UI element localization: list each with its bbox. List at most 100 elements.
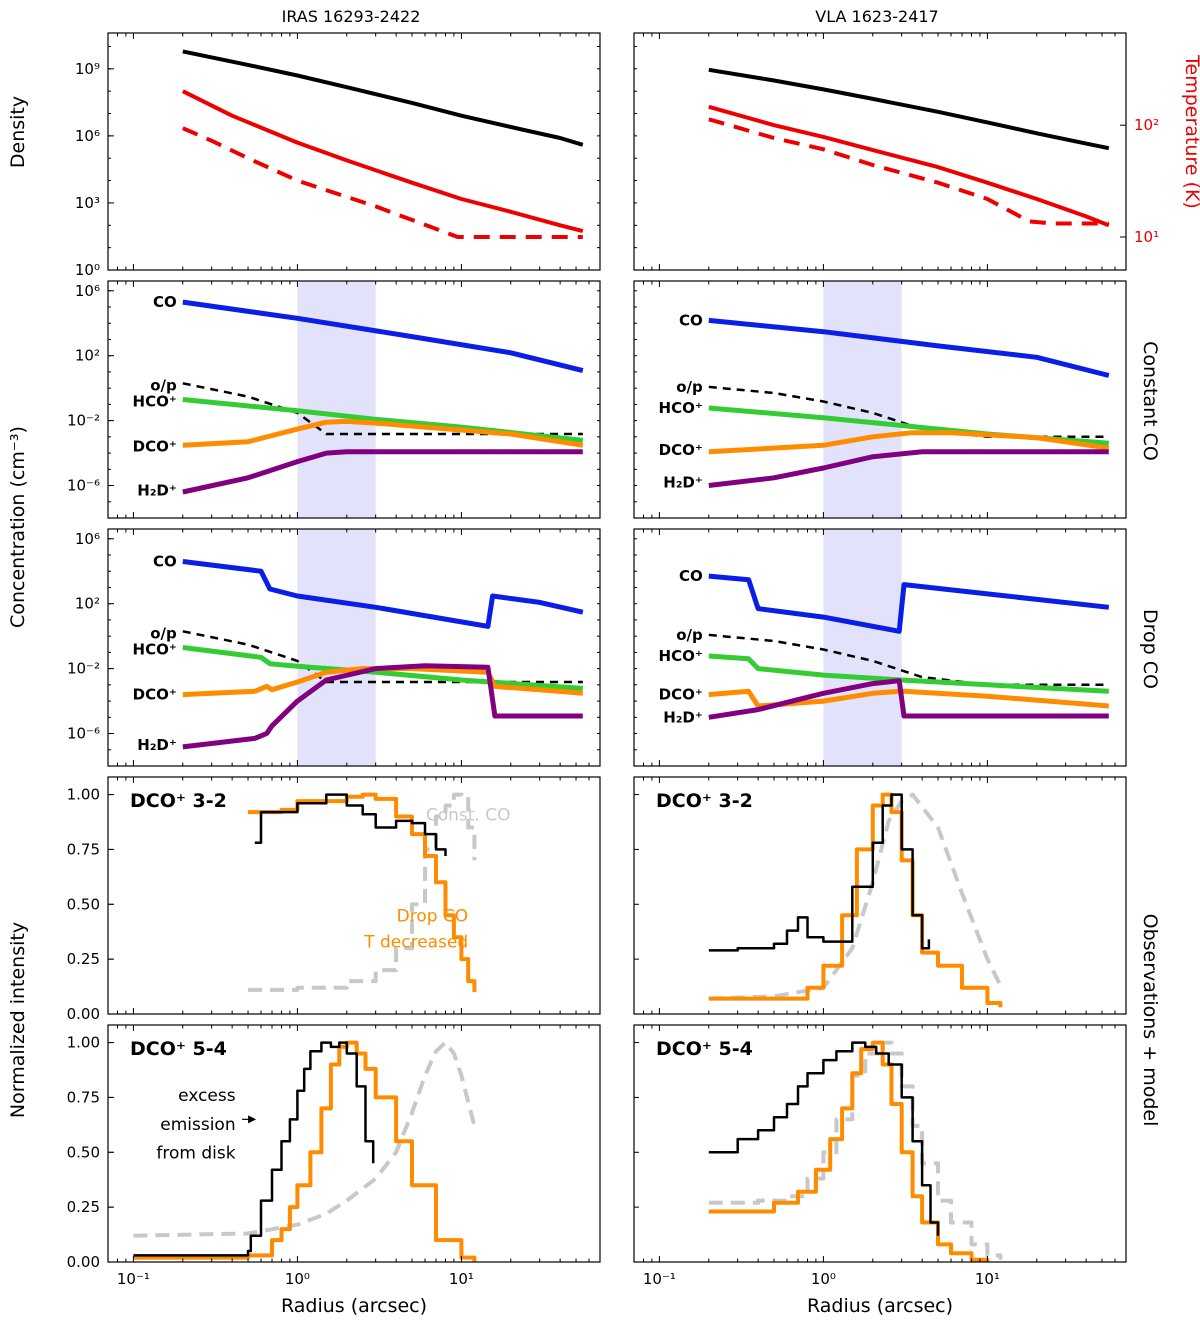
plot-frame <box>633 1024 1127 1263</box>
y-tick-label: 0.00 <box>67 1005 100 1023</box>
shaded-band <box>297 281 376 518</box>
ylabel-temperature: Temperature (K) <box>1181 54 1200 209</box>
y-tick-label: 10⁶ <box>75 282 100 300</box>
shaded-band <box>823 281 902 518</box>
panel-vla_drop: CO o/p HCO⁺ DCO⁺ H₂D⁺ <box>633 528 1127 767</box>
annotation-arrow-head <box>248 1115 257 1124</box>
annotation-text: T decreased <box>363 933 468 953</box>
panel-iras_54: 10⁻¹ 10⁰ 10¹ 0.00 0.25 0.50 0.75 1.00 DCO⁺ 5-4 ex… <box>67 1024 601 1288</box>
y-tick-label: 0.50 <box>67 1143 100 1161</box>
xlabel-vla: Radius (arcsec) <box>807 1295 953 1317</box>
y-tick-label: 10² <box>75 595 100 613</box>
y-tick-label: 10⁶ <box>75 530 100 548</box>
y-tick-label: 0.25 <box>67 1198 100 1216</box>
species-label: DCO⁺ <box>659 686 703 704</box>
series-DCO+ <box>182 418 584 448</box>
series-group <box>182 559 584 750</box>
panels: 10⁰10³10⁶10⁹10¹10²10⁻⁶10⁻²10²10⁶COo/pHCO… <box>67 32 1159 1288</box>
plot-frame <box>633 32 1127 271</box>
series-group <box>181 49 584 239</box>
series-H2D+ <box>182 449 583 495</box>
series-temperature <box>181 89 584 234</box>
species-label: H₂D⁺ <box>137 736 177 754</box>
series-group <box>133 1040 477 1262</box>
plot-frame <box>107 1024 601 1263</box>
series-dust temperature <box>708 117 1109 226</box>
series-density <box>708 67 1110 151</box>
series-group <box>182 299 584 495</box>
col-title-iras: IRAS 16293-2422 <box>282 7 421 26</box>
plot-frame <box>633 528 1127 767</box>
species-label: DCO⁺ <box>133 686 177 704</box>
y-tick-label: 0.00 <box>67 1253 100 1271</box>
ylabel-concentration: Concentration (cm⁻³) <box>7 426 29 628</box>
shaded-band <box>297 529 376 766</box>
series-DCO+ <box>182 666 584 698</box>
y-tick-label: 0.75 <box>67 1088 100 1106</box>
ylabel-density: Density <box>7 96 29 168</box>
y-tick-label: 0.75 <box>67 840 100 858</box>
series-obs <box>133 1041 375 1257</box>
series-HCO+ <box>182 645 583 691</box>
x-tick-label: 10¹ <box>975 1270 1000 1288</box>
series-drop_co_lowT <box>248 792 477 993</box>
plot-frame <box>107 280 601 519</box>
x-tick-label: 10⁻¹ <box>117 1270 150 1288</box>
series-DCO+ <box>708 430 1110 455</box>
species-label: HCO⁺ <box>133 641 177 659</box>
rlabel-constant-co: Constant CO <box>1139 341 1161 461</box>
series-temperature <box>708 104 1110 228</box>
panel-label: DCO⁺ 5-4 <box>130 1038 227 1060</box>
species-label: CO <box>153 293 177 311</box>
annotation-text: Const. CO <box>426 805 511 825</box>
species-label: H₂D⁺ <box>137 481 177 499</box>
panel-vla_32: DCO⁺ 3-2 <box>633 776 1127 1015</box>
species-label: o/p <box>150 624 177 642</box>
species-label: DCO⁺ <box>659 441 703 459</box>
x-tick-label: 10⁰ <box>811 1270 836 1288</box>
y-tick-label: 0.50 <box>67 895 100 913</box>
series-const_co <box>133 1040 477 1238</box>
species-label: H₂D⁺ <box>663 708 703 726</box>
series-CO <box>708 573 1110 634</box>
plot-frame <box>633 280 1127 519</box>
rlabel-drop-co: Drop CO <box>1139 609 1161 689</box>
plot-frame <box>107 776 601 1015</box>
species-label: CO <box>679 567 703 585</box>
panel-vla_const: CO o/p HCO⁺ DCO⁺ H₂D⁺ <box>633 280 1127 519</box>
species-label: HCO⁺ <box>133 393 177 411</box>
series-HCO+ <box>708 653 1109 694</box>
y-tick-label: 10⁶ <box>75 127 100 145</box>
series-group <box>708 792 1003 1008</box>
series-CO <box>708 317 1110 378</box>
species-label: CO <box>679 311 703 329</box>
rlabel-observations-model: Observations + model <box>1139 914 1161 1127</box>
series-CO <box>182 299 584 374</box>
shaded-band <box>823 529 902 766</box>
y-tick-label: 10⁹ <box>75 60 100 78</box>
x-tick-label: 10⁰ <box>285 1270 310 1288</box>
series-const_co <box>708 1040 1003 1260</box>
x-tick-label: 10¹ <box>449 1270 474 1288</box>
y-tick-label: 10⁻² <box>67 660 100 678</box>
species-label: o/p <box>676 626 703 644</box>
panel-label: DCO⁺ 3-2 <box>130 790 227 812</box>
y-tick-label: 10² <box>75 347 100 365</box>
series-obs <box>708 1041 940 1236</box>
series-group <box>708 67 1110 228</box>
series-drop_co <box>708 792 1003 1008</box>
series-dust temperature <box>182 126 583 239</box>
species-label: o/p <box>676 378 703 396</box>
series-obs <box>254 793 447 856</box>
series-group <box>708 573 1110 720</box>
series-o/p <box>182 382 583 436</box>
species-label: o/p <box>150 376 177 394</box>
species-label: HCO⁺ <box>659 399 703 417</box>
y-tick-label: 10³ <box>75 194 100 212</box>
col-title-vla: VLA 1623-2417 <box>815 7 938 26</box>
series-obs <box>708 793 931 952</box>
panel-label: DCO⁺ 3-2 <box>656 790 753 812</box>
y-tick-label: 10⁻⁶ <box>67 725 100 743</box>
